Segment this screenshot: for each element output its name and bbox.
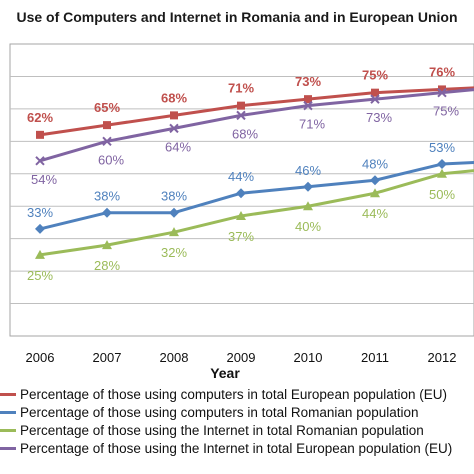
data-point (437, 87, 447, 98)
data-point (102, 207, 112, 218)
data-label: 73% (366, 110, 392, 125)
series-line (39, 169, 474, 257)
data-point (35, 156, 45, 166)
series: 25% 28% 32% 37% 40% 44% 50% (27, 168, 474, 283)
data-label: 65% (94, 100, 120, 115)
data-point (102, 136, 112, 147)
data-label: 50% (429, 187, 455, 202)
data-point (370, 188, 380, 198)
data-label: 64% (165, 139, 191, 154)
data-label: 44% (228, 169, 254, 184)
legend-label: Percentage of those using computers in t… (20, 386, 448, 402)
data-point (35, 249, 45, 259)
data-label: 75% (362, 68, 388, 83)
legend-label: Percentage of those using the Internet i… (20, 440, 453, 456)
data-label: 76% (429, 64, 455, 79)
data-point (370, 175, 380, 186)
x-axis-ticks: 20062007200820092010201120122013 (26, 350, 457, 365)
series: 54% 60% 64% 68% 71% 73% 75% (31, 87, 474, 187)
data-label: 48% (362, 156, 388, 171)
data-label: 46% (295, 163, 321, 178)
legend-item: Percentage of those using the Internet i… (0, 439, 474, 457)
x-tick-label: 2011 (361, 350, 389, 365)
data-point (370, 94, 380, 104)
data-label: 73% (295, 74, 321, 89)
series: 62% 65% 68% 71% 73% 75% 76% (27, 64, 474, 139)
legend-label: Percentage of those using the Internet i… (20, 422, 424, 438)
data-point (371, 88, 379, 97)
legend: Percentage of those using computers in t… (0, 385, 474, 457)
x-tick-label: 2007 (93, 350, 122, 365)
data-label: 44% (362, 206, 388, 221)
data-point (437, 168, 447, 178)
legend-label: Percentage of those using computers in t… (20, 404, 419, 420)
series: 33% 38% 38% 44% 46% 48% 53% (27, 140, 474, 234)
data-point (236, 188, 246, 199)
x-tick-label: 2009 (227, 350, 256, 365)
data-label: 71% (299, 117, 325, 132)
data-label: 53% (429, 140, 455, 155)
data-label: 32% (161, 245, 187, 260)
legend-item: Percentage of those using the Internet i… (0, 421, 474, 439)
data-point (236, 110, 246, 121)
data-label: 62% (27, 110, 53, 125)
data-point (303, 100, 313, 111)
data-label: 25% (27, 268, 53, 283)
data-label: 75% (433, 104, 459, 119)
data-label: 38% (94, 189, 120, 204)
x-tick-label: 2008 (160, 350, 189, 365)
data-label: 38% (161, 189, 187, 204)
data-point (103, 121, 111, 130)
data-point (35, 223, 45, 234)
data-point (303, 181, 313, 192)
gridlines (10, 75, 474, 305)
data-label: 33% (27, 205, 53, 220)
series-line (39, 160, 474, 231)
x-tick-label: 2012 (428, 350, 457, 365)
data-label: 60% (98, 152, 124, 167)
x-tick-label: 2010 (294, 350, 323, 365)
data-point (236, 210, 246, 220)
legend-item: Percentage of those using computers in t… (0, 403, 474, 421)
data-point (438, 85, 446, 94)
data-label: 68% (161, 90, 187, 105)
data-label: 40% (295, 219, 321, 234)
data-point (169, 227, 179, 237)
series-line (39, 86, 474, 137)
legend-swatch (0, 446, 16, 450)
data-point (169, 207, 179, 218)
legend-item: Percentage of those using computers in t… (0, 385, 474, 403)
data-label: 54% (31, 172, 57, 187)
data-label: 68% (232, 126, 258, 141)
data-point (36, 130, 44, 139)
x-axis-label: Year (210, 365, 240, 381)
data-label: 71% (228, 81, 254, 96)
legend-swatch (0, 410, 16, 414)
series-line (39, 88, 474, 163)
data-point (169, 123, 179, 134)
data-label: 28% (94, 258, 120, 273)
data-point (304, 95, 312, 104)
data-point (170, 111, 178, 120)
legend-swatch (0, 428, 16, 432)
data-label: 37% (228, 229, 254, 244)
legend-swatch (0, 392, 16, 396)
data-point (303, 201, 313, 211)
data-point (237, 101, 245, 110)
x-tick-label: 2006 (26, 350, 55, 365)
data-point (102, 240, 112, 250)
series-group: 62%65%68%71% 73% 75% 76%33%38% 38%44% 46% 48%5… (27, 64, 474, 283)
chart-title: Use of Computers and Internet in Romania… (16, 9, 458, 25)
data-point (437, 159, 447, 170)
